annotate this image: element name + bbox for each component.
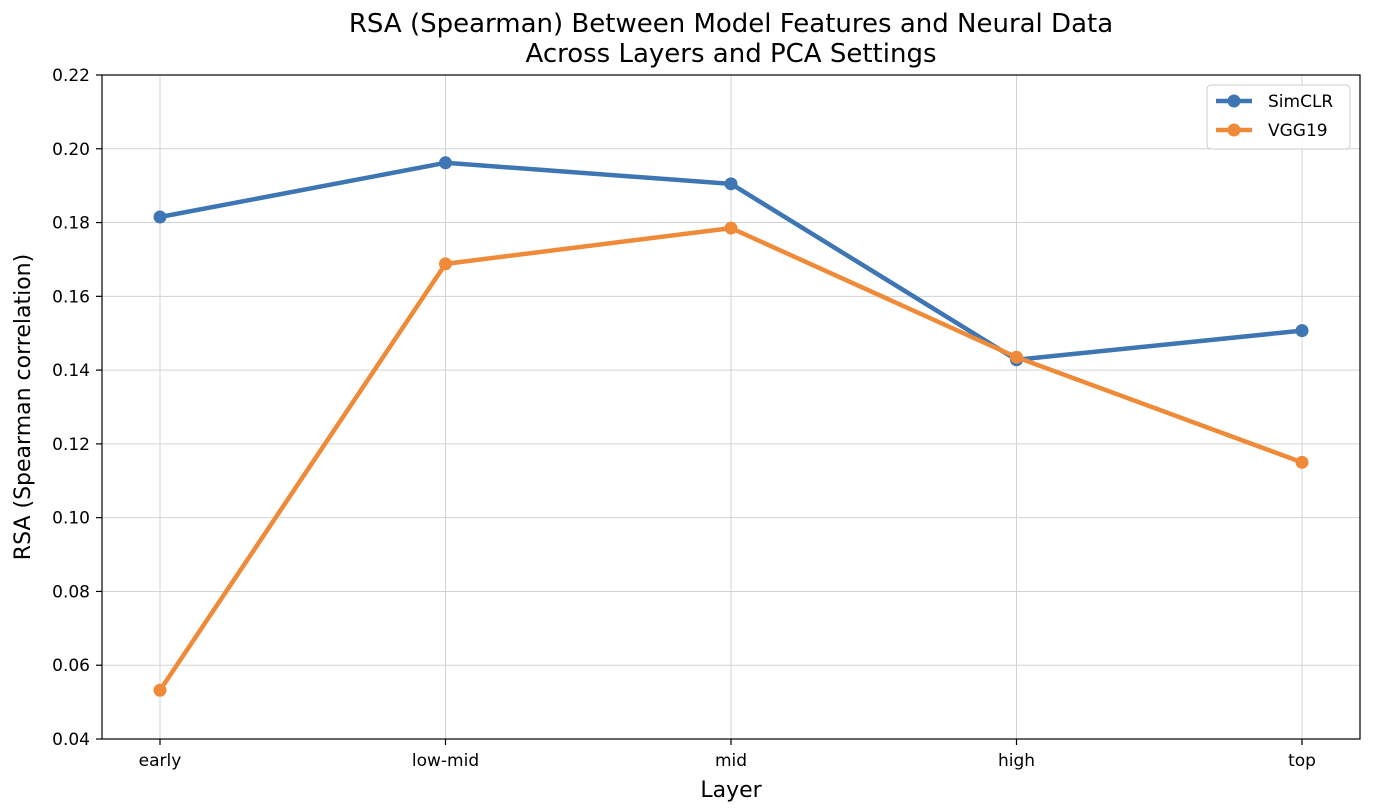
data-point-simclr bbox=[1295, 324, 1309, 338]
data-point-vgg19 bbox=[439, 257, 452, 271]
axis-ticks: early low-mid mid high top 0.04 0.06 0.08 0.10 0.… bbox=[52, 66, 1316, 771]
legend-label-simclr: SimCLR bbox=[1268, 92, 1333, 112]
data-point-vgg19 bbox=[1010, 350, 1023, 364]
x-tick-label: top bbox=[1288, 751, 1316, 771]
y-tick-label: 0.06 bbox=[52, 656, 90, 676]
chart-title-line-1: RSA (Spearman) Between Model Features an… bbox=[349, 9, 1113, 39]
legend-marker-vgg19 bbox=[1227, 123, 1241, 137]
y-tick-label: 0.04 bbox=[52, 730, 90, 750]
data-point-vgg19 bbox=[153, 683, 167, 697]
y-axis-label: RSA (Spearman correlation) bbox=[11, 254, 36, 560]
y-tick-label: 0.10 bbox=[52, 509, 90, 529]
y-tick-label: 0.18 bbox=[52, 214, 90, 234]
data-point-vgg19 bbox=[1295, 455, 1309, 469]
data-point-simclr bbox=[439, 156, 452, 170]
x-tick-label: low-mid bbox=[412, 751, 479, 771]
y-tick-label: 0.08 bbox=[52, 582, 90, 602]
data-point-simclr bbox=[153, 210, 167, 224]
y-tick-label: 0.12 bbox=[52, 435, 90, 455]
y-tick-label: 0.20 bbox=[52, 140, 90, 160]
y-tick-label: 0.14 bbox=[52, 361, 90, 381]
series-group bbox=[153, 156, 1309, 697]
x-tick-label: mid bbox=[715, 751, 747, 771]
legend-label-vgg19: VGG19 bbox=[1268, 121, 1328, 141]
legend-marker-simclr bbox=[1227, 94, 1241, 108]
y-tick-label: 0.16 bbox=[52, 287, 90, 307]
data-point-vgg19 bbox=[724, 221, 738, 235]
x-tick-label: high bbox=[998, 751, 1035, 771]
chart-title-line-2: Across Layers and PCA Settings bbox=[525, 39, 936, 69]
x-axis-label: Layer bbox=[700, 778, 762, 803]
grid bbox=[102, 74, 1360, 740]
data-point-simclr bbox=[724, 177, 738, 191]
x-tick-label: early bbox=[139, 751, 182, 771]
y-tick-label: 0.22 bbox=[52, 66, 90, 86]
legend: SimCLR VGG19 bbox=[1206, 84, 1351, 150]
